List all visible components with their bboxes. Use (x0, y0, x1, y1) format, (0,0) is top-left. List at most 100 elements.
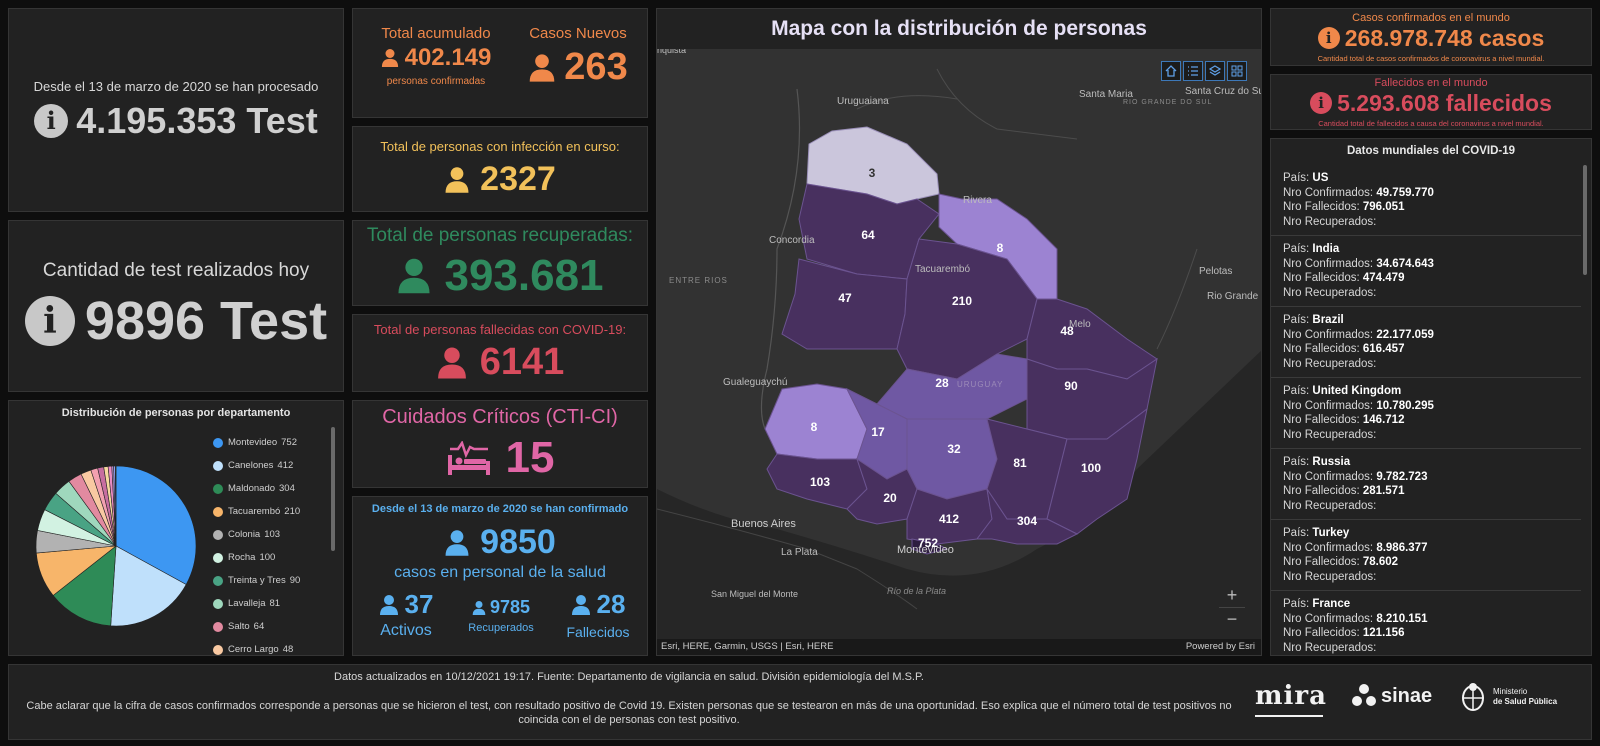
map-attribution-bar: Esri, HERE, Garmin, USGS | Esri, HERE Po… (657, 639, 1261, 655)
world-list[interactable]: País: US Nro Confirmados: 49.759.770 Nro F… (1271, 165, 1581, 655)
legend-item[interactable]: Cerro Largo 48 (213, 638, 323, 655)
legend-button[interactable] (1183, 61, 1203, 81)
zoom-in-button[interactable]: + (1219, 583, 1245, 608)
new-cases-block: Casos Nuevos 263 (513, 25, 643, 89)
region-label: 304 (1017, 514, 1037, 528)
field-value: 121.156 (1362, 627, 1405, 639)
country-entry[interactable]: País: Turkey Nro Confirmados: 8.986.377 Nr… (1271, 520, 1581, 591)
field-label: Nro Recuperados: (1283, 357, 1377, 370)
legend-value: 304 (279, 483, 295, 494)
active-infection-title: Total de personas con infección en curso… (380, 139, 620, 154)
legend-item[interactable]: Canelones 412 (213, 454, 323, 477)
pie-slice-artigas[interactable] (115, 465, 117, 547)
sinae-text: sinae (1381, 684, 1433, 707)
powered-by-esri[interactable]: Powered by Esri (1185, 641, 1255, 652)
field-label: País: (1283, 527, 1313, 539)
legend-item[interactable]: Montevideo 752 (213, 431, 323, 454)
home-icon (1165, 65, 1177, 77)
tests-total-panel: Desde el 13 de marzo de 2020 se han proc… (8, 8, 344, 212)
world-deaths-note: Cantidad total de fallecidos a causa del… (1318, 118, 1544, 128)
place-label: Pelotas (1199, 266, 1232, 277)
field-label: Nro Recuperados: (1283, 286, 1377, 299)
grid-icon (1231, 65, 1243, 77)
map-title: Mapa con la distribución de personas (771, 17, 1147, 40)
tests-today-value: 9896 Test (84, 291, 328, 351)
footer-update-line: Datos actualizados en 10/12/2021 19:17. … (334, 671, 924, 683)
zoom-out-button[interactable]: − (1226, 609, 1238, 629)
person-icon (437, 347, 466, 378)
world-list-title: Datos mundiales del COVID-19 (1346, 145, 1516, 157)
staff-active-label: Activos (380, 622, 432, 639)
recovered-title: Total de personas recuperadas: (366, 225, 634, 246)
legend-swatch (213, 460, 223, 471)
country-entry[interactable]: País: Brazil Nro Confirmados: 22.177.059 N… (1271, 307, 1581, 378)
legend-item[interactable]: Colonia 103 (213, 523, 323, 546)
place-label: ENTRE RIOS (669, 276, 728, 285)
country-field: Nro Recuperados: (1283, 428, 1569, 443)
legend-scrollbar[interactable] (331, 427, 335, 551)
field-label: País: (1283, 243, 1313, 255)
world-list-scrollbar[interactable] (1583, 165, 1587, 275)
info-icon: i (1317, 27, 1340, 49)
country-entry[interactable]: País: India Nro Confirmados: 34.674.643 Nr… (1271, 236, 1581, 307)
legend-label: Tacuarembó (228, 506, 281, 517)
recovered-row: 393.681 (396, 251, 604, 301)
country-entry[interactable]: País: US Nro Confirmados: 49.759.770 Nro F… (1271, 165, 1581, 236)
legend-item[interactable]: Maldonado 304 (213, 477, 323, 500)
zoom-controls: + − (1219, 583, 1245, 632)
legend-value: 90 (289, 575, 301, 586)
legend-swatch (213, 437, 223, 448)
person-icon (398, 258, 431, 294)
legend-item[interactable]: Tacuarembó 210 (213, 500, 323, 523)
region-paysandu (781, 258, 908, 350)
country-field: Nro Fallecidos: 121.156 (1283, 626, 1569, 641)
sinae-emblem-icon (1352, 684, 1376, 706)
sinae-logo: sinae (1351, 683, 1432, 709)
pie-slice-montevideo[interactable] (115, 465, 197, 585)
country-field: Nro Confirmados: 22.177.059 (1283, 328, 1569, 343)
health-staff-row: 9850 (353, 523, 647, 562)
world-cases-value: 268.978.748 casos (1344, 24, 1545, 51)
country-entry[interactable]: País: Russia Nro Confirmados: 9.782.723 Nr… (1271, 449, 1581, 520)
uruguay-map[interactable]: 3 64 8 47 210 48 28 90 8 17 32 81 100 10… (657, 49, 1262, 656)
pie-slice-maldonado[interactable] (52, 545, 117, 627)
country-field: Nro Fallecidos: 146.712 (1283, 413, 1569, 428)
legend-item[interactable]: Treinta y Tres 90 (213, 569, 323, 592)
legend-label: Lavalleja (228, 598, 266, 609)
msp-logo: Ministerio de Salud Pública (1459, 681, 1557, 713)
country-field: País: Turkey (1283, 526, 1569, 541)
hospital-bed-icon (447, 440, 490, 475)
legend-label: Colonia (228, 529, 261, 540)
country-entry[interactable]: País: United Kingdom Nro Confirmados: 10.… (1271, 378, 1581, 449)
staff-active-value: 37 (404, 589, 434, 619)
country-entry[interactable]: País: France Nro Confirmados: 8.210.151 Nr… (1271, 591, 1581, 655)
country-field: Nro Fallecidos: 616.457 (1283, 342, 1569, 357)
footer-disclaimer: Cabe aclarar que la cifra de casos confi… (26, 700, 1232, 726)
country-field: Nro Fallecidos: 281.571 (1283, 484, 1569, 499)
place-label: Uruguaiana (837, 96, 889, 107)
person-icon (530, 53, 555, 82)
field-label: País: (1283, 314, 1313, 326)
field-value: 78.602 (1362, 556, 1399, 568)
legend-item[interactable]: Lavalleja 81 (213, 592, 323, 615)
field-label: Nro Fallecidos: (1283, 272, 1363, 284)
home-button[interactable] (1161, 61, 1181, 81)
field-value: 281.571 (1362, 485, 1405, 497)
legend-item[interactable]: Rocha 100 (213, 546, 323, 569)
legend-value: 752 (281, 437, 297, 448)
country-field: Nro Recuperados: (1283, 357, 1569, 372)
accumulated-value: 402.149 (404, 44, 492, 71)
field-label: Nro Fallecidos: (1283, 627, 1363, 639)
field-label: Nro Confirmados: (1283, 257, 1377, 270)
layers-button[interactable] (1205, 61, 1225, 81)
place-label: Concordia (769, 235, 815, 246)
place-label: Rio Grande (1207, 291, 1259, 302)
pie-slice-canelones[interactable] (110, 545, 187, 627)
place-label: Santa Maria (1079, 89, 1133, 100)
region-rocha (1046, 407, 1148, 535)
world-deaths-panel: Fallecidos en el mundo i 5.293.608 falle… (1270, 74, 1592, 130)
field-label: País: (1283, 456, 1313, 468)
field-label: Nro Confirmados: (1283, 186, 1377, 199)
legend-item[interactable]: Salto 64 (213, 615, 323, 638)
basemap-button[interactable] (1227, 61, 1247, 81)
